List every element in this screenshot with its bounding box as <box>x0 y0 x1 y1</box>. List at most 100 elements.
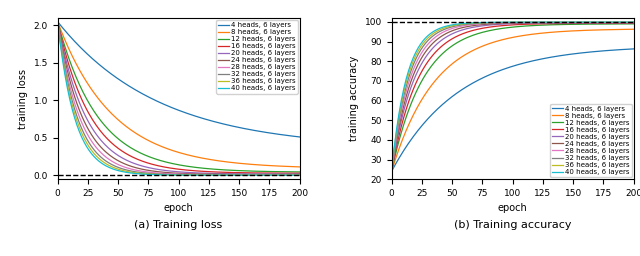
Line: 8 heads, 6 layers: 8 heads, 6 layers <box>392 29 634 171</box>
24 heads, 6 layers <box>518 22 526 25</box>
8 heads, 6 layers <box>476 46 484 49</box>
28 heads, 6 layers <box>609 21 617 24</box>
28 heads, 6 layers <box>55 28 63 31</box>
Title: (a) Training loss: (a) Training loss <box>134 220 223 230</box>
Line: 32 heads, 6 layers: 32 heads, 6 layers <box>392 22 634 171</box>
24 heads, 6 layers <box>476 23 484 26</box>
Title: (b) Training accuracy: (b) Training accuracy <box>454 220 572 230</box>
20 heads, 6 layers <box>410 80 417 83</box>
4 heads, 6 layers <box>156 101 163 104</box>
28 heads, 6 layers <box>296 173 303 176</box>
32 heads, 6 layers <box>54 20 61 23</box>
24 heads, 6 layers <box>388 170 396 173</box>
Legend: 4 heads, 6 layers, 8 heads, 6 layers, 12 heads, 6 layers, 16 heads, 6 layers, 20: 4 heads, 6 layers, 8 heads, 6 layers, 12… <box>216 20 298 93</box>
Line: 24 heads, 6 layers: 24 heads, 6 layers <box>392 23 634 171</box>
28 heads, 6 layers <box>389 161 397 164</box>
12 heads, 6 layers <box>76 83 83 86</box>
Line: 4 heads, 6 layers: 4 heads, 6 layers <box>58 22 300 137</box>
40 heads, 6 layers <box>275 174 283 177</box>
40 heads, 6 layers <box>76 130 83 133</box>
40 heads, 6 layers <box>54 20 61 23</box>
36 heads, 6 layers <box>55 30 63 33</box>
28 heads, 6 layers <box>630 21 637 24</box>
4 heads, 6 layers <box>518 62 526 65</box>
Line: 40 heads, 6 layers: 40 heads, 6 layers <box>58 22 300 175</box>
36 heads, 6 layers <box>142 172 150 175</box>
40 heads, 6 layers <box>518 21 526 24</box>
32 heads, 6 layers <box>76 121 83 124</box>
24 heads, 6 layers <box>54 20 61 23</box>
36 heads, 6 layers <box>609 21 617 24</box>
32 heads, 6 layers <box>142 172 150 175</box>
20 heads, 6 layers <box>388 170 396 173</box>
24 heads, 6 layers <box>609 21 617 24</box>
8 heads, 6 layers <box>184 154 192 157</box>
20 heads, 6 layers <box>54 20 61 23</box>
28 heads, 6 layers <box>476 22 484 25</box>
40 heads, 6 layers <box>296 174 303 177</box>
4 heads, 6 layers <box>490 72 497 75</box>
36 heads, 6 layers <box>76 126 83 129</box>
36 heads, 6 layers <box>54 20 61 23</box>
16 heads, 6 layers <box>388 170 396 173</box>
40 heads, 6 layers <box>55 30 63 34</box>
12 heads, 6 layers <box>184 165 192 168</box>
X-axis label: epoch: epoch <box>164 204 193 214</box>
16 heads, 6 layers <box>518 23 526 26</box>
8 heads, 6 layers <box>518 34 526 37</box>
Line: 12 heads, 6 layers: 12 heads, 6 layers <box>392 24 634 171</box>
8 heads, 6 layers <box>142 138 150 141</box>
36 heads, 6 layers <box>410 59 417 62</box>
Y-axis label: training accuracy: training accuracy <box>349 56 359 141</box>
24 heads, 6 layers <box>490 22 497 25</box>
16 heads, 6 layers <box>156 164 163 167</box>
8 heads, 6 layers <box>54 20 61 23</box>
36 heads, 6 layers <box>184 174 192 177</box>
Line: 36 heads, 6 layers: 36 heads, 6 layers <box>392 22 634 171</box>
24 heads, 6 layers <box>296 173 303 176</box>
Line: 20 heads, 6 layers: 20 heads, 6 layers <box>392 23 634 171</box>
20 heads, 6 layers <box>389 162 397 165</box>
24 heads, 6 layers <box>389 162 397 165</box>
36 heads, 6 layers <box>518 21 526 24</box>
32 heads, 6 layers <box>388 170 396 173</box>
24 heads, 6 layers <box>184 172 192 175</box>
20 heads, 6 layers <box>476 25 484 28</box>
Line: 36 heads, 6 layers: 36 heads, 6 layers <box>58 22 300 175</box>
20 heads, 6 layers <box>609 21 617 24</box>
16 heads, 6 layers <box>142 161 150 164</box>
16 heads, 6 layers <box>490 25 497 28</box>
32 heads, 6 layers <box>410 63 417 66</box>
40 heads, 6 layers <box>609 21 617 24</box>
28 heads, 6 layers <box>490 22 497 25</box>
24 heads, 6 layers <box>55 27 63 30</box>
32 heads, 6 layers <box>55 29 63 32</box>
4 heads, 6 layers <box>388 170 396 173</box>
12 heads, 6 layers <box>388 170 396 173</box>
28 heads, 6 layers <box>410 68 417 71</box>
40 heads, 6 layers <box>389 158 397 161</box>
12 heads, 6 layers <box>275 170 283 173</box>
X-axis label: epoch: epoch <box>498 204 527 214</box>
4 heads, 6 layers <box>296 135 303 138</box>
12 heads, 6 layers <box>476 31 484 35</box>
Line: 12 heads, 6 layers: 12 heads, 6 layers <box>58 22 300 172</box>
8 heads, 6 layers <box>55 23 63 26</box>
4 heads, 6 layers <box>275 133 283 136</box>
8 heads, 6 layers <box>389 166 397 169</box>
40 heads, 6 layers <box>388 170 396 173</box>
12 heads, 6 layers <box>490 28 497 31</box>
Line: 28 heads, 6 layers: 28 heads, 6 layers <box>392 23 634 171</box>
4 heads, 6 layers <box>54 20 61 23</box>
32 heads, 6 layers <box>296 174 303 177</box>
32 heads, 6 layers <box>184 173 192 176</box>
32 heads, 6 layers <box>156 173 163 176</box>
20 heads, 6 layers <box>76 101 83 104</box>
Line: 24 heads, 6 layers: 24 heads, 6 layers <box>58 22 300 175</box>
28 heads, 6 layers <box>156 172 163 175</box>
12 heads, 6 layers <box>55 25 63 28</box>
20 heads, 6 layers <box>184 171 192 174</box>
20 heads, 6 layers <box>275 173 283 176</box>
40 heads, 6 layers <box>156 173 163 176</box>
4 heads, 6 layers <box>389 167 397 170</box>
